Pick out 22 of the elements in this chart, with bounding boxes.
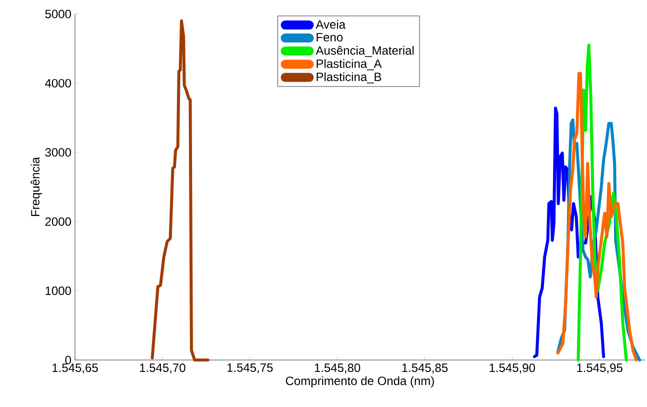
y-tick-label: 3000 xyxy=(45,148,71,157)
y-tick-label: 1000 xyxy=(46,286,71,296)
x-tick-label: 1.545,75 xyxy=(227,364,273,374)
y-tick-label: 2000 xyxy=(45,217,71,226)
y-tick-label: 4000 xyxy=(45,78,71,88)
x-tick-label: 1.545,70 xyxy=(140,364,186,374)
x-tick-label: 1.545,90 xyxy=(490,364,536,374)
line-series xyxy=(150,19,210,362)
x-tick-label: 1.545,80 xyxy=(314,364,360,374)
legend-label: Plasticina_A xyxy=(316,59,382,70)
x-tick-label: 1.545,65 xyxy=(52,364,98,374)
x-tick-label: 1.545,85 xyxy=(402,364,448,374)
line-series xyxy=(556,72,638,362)
x-tick-label: 1.545,95 xyxy=(577,364,622,374)
y-tick-label: 0 xyxy=(65,356,72,364)
y-axis-title: Frequência xyxy=(30,157,42,216)
legend-label: Feno xyxy=(316,33,343,42)
x-axis-title: Comprimento de Onda (nm) xyxy=(286,376,434,388)
y-tick-label: 5000 xyxy=(45,10,71,18)
legend-label: Plasticina_B xyxy=(316,72,382,84)
legend-label: Ausência_Material xyxy=(316,46,414,58)
legend-label: Aveia xyxy=(316,20,346,29)
